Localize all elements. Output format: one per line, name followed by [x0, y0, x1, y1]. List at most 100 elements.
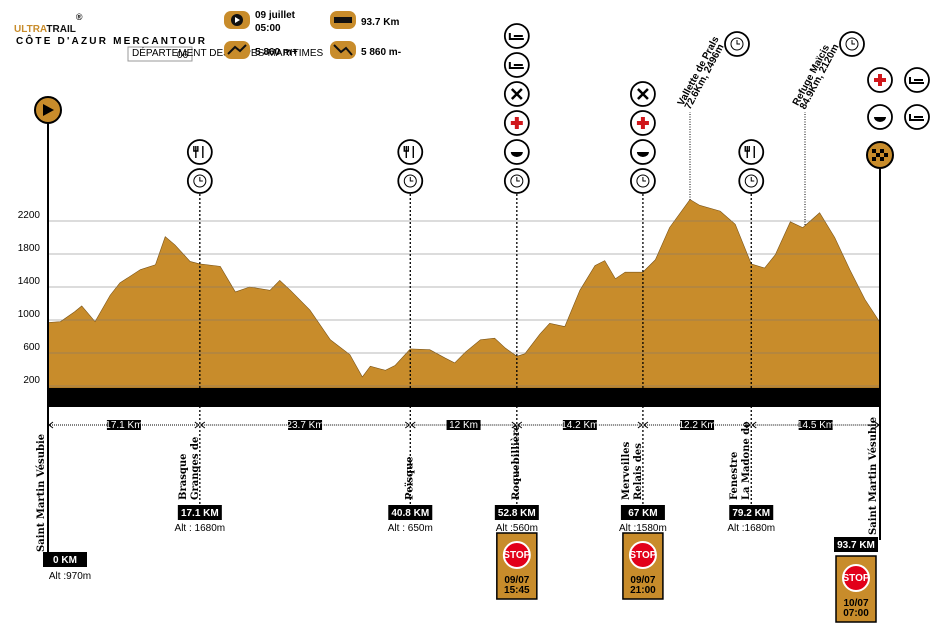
- stop-time: 09/07: [630, 575, 655, 586]
- logo-sub: CÔTE D'AZUR MERCANTOUR: [16, 34, 207, 47]
- medic-sym: [636, 117, 649, 129]
- service-icon: [738, 139, 765, 165]
- km-label: 79.2 KM: [732, 508, 770, 519]
- segment-box: [288, 420, 323, 430]
- segment-label: 17.1 Km: [105, 420, 142, 431]
- alt-label: Alt :560m: [496, 523, 538, 534]
- segment-arrows: [200, 421, 411, 429]
- segment-arrows: [643, 421, 752, 429]
- clock-face: [403, 174, 417, 188]
- clock-hand: [736, 40, 740, 45]
- food-sym: [744, 146, 755, 158]
- stop-time: 21:00: [630, 585, 656, 596]
- clock-face: [510, 174, 524, 188]
- dept-badge: [127, 46, 193, 62]
- y-tick-label: 1400: [18, 276, 41, 287]
- segment-label: 14.2 Km: [561, 420, 598, 431]
- station-name-line: Fenestre: [729, 452, 740, 500]
- alt-label: Alt :1580m: [619, 523, 667, 534]
- finish-check: [872, 149, 876, 153]
- rest-sym: [909, 77, 924, 84]
- soup-sym: [510, 152, 523, 157]
- alt-label: Alt : 650m: [388, 523, 433, 534]
- medic-sym: [510, 117, 523, 129]
- distance: 93.7 Km: [361, 17, 399, 28]
- station-name-line: Roquebillière: [511, 424, 522, 500]
- segment-box: [106, 420, 141, 430]
- segment-arrows: [410, 421, 517, 429]
- time: 05:00: [255, 23, 281, 34]
- rest-sym: [909, 114, 924, 121]
- alt-label: Alt :970m: [49, 571, 91, 582]
- dept-no: 06: [177, 50, 189, 61]
- date: 09 juillet: [255, 10, 296, 21]
- clock-face: [744, 174, 758, 188]
- service-icon: [397, 139, 424, 165]
- finish-check: [876, 153, 880, 157]
- station-name: Roquebillière: [511, 424, 522, 500]
- segment-label: 14.5 Km: [797, 420, 834, 431]
- annotation: Refuge Maïcis84.9Km, 2120m: [791, 39, 842, 112]
- info-icons: [224, 11, 356, 59]
- station-name-line: Saint Martin Vésubie: [36, 434, 47, 552]
- rest-sym: [508, 62, 524, 69]
- annotation: Vallette de Prals72.6Km, 2496m: [676, 34, 729, 111]
- km-box: [729, 505, 774, 520]
- km-label: 17.1 KM: [181, 508, 219, 519]
- loss: 5 860 m-: [361, 47, 401, 58]
- segment-arrows: [48, 421, 200, 429]
- y-tick-label: 1000: [18, 309, 41, 320]
- station-name: Saint Martin Vésubie: [36, 434, 47, 552]
- food-sym: [403, 146, 414, 158]
- finish-check: [884, 153, 888, 157]
- clock-hand: [409, 177, 414, 182]
- station-name-line: Merveilles: [621, 441, 632, 500]
- station-name: Granges deBrasque: [178, 437, 201, 500]
- km-box: [388, 505, 433, 520]
- logo: ULTRATRAIL®: [14, 12, 83, 35]
- station-name: Relais desMerveilles: [621, 441, 644, 500]
- clock-face: [636, 174, 650, 188]
- medic-sym: [874, 74, 886, 86]
- clock-face: [193, 174, 207, 188]
- y-tick-label: 2200: [18, 210, 41, 221]
- food-sym: [193, 146, 204, 158]
- station-name-line: Brasque: [178, 454, 189, 500]
- finish-check: [872, 157, 876, 161]
- segment-box: [798, 420, 833, 430]
- alt-label: Alt : 1680m: [175, 523, 226, 534]
- logo-mark: ®: [76, 12, 83, 22]
- service-icon: [186, 139, 213, 165]
- soup-sym: [874, 117, 886, 122]
- km-box: [834, 537, 878, 552]
- stop-text: STOP: [842, 573, 869, 584]
- stop-text: STOP: [503, 550, 530, 561]
- segment-label: 23.7 Km: [286, 420, 323, 431]
- y-tick-label: 200: [23, 375, 40, 386]
- rest-sym: [508, 33, 524, 40]
- y-tick-label: 600: [23, 342, 40, 353]
- km-label: 67 KM: [628, 508, 657, 519]
- segment-label: 12.2 Km: [678, 420, 715, 431]
- station-name: Saint Martin Vésubie: [868, 417, 879, 535]
- logo-b: TRAIL: [46, 24, 75, 35]
- km-label: 52.8 KM: [498, 508, 536, 519]
- segment-box: [446, 420, 481, 430]
- abandon-sym: [637, 88, 649, 100]
- km-box: [620, 505, 665, 520]
- clock-hand: [750, 177, 755, 182]
- soup-sym: [636, 152, 649, 157]
- station-name: Peïsque: [404, 456, 415, 500]
- segment-arrows: [751, 421, 880, 429]
- gain: 5 860 m+: [255, 47, 298, 58]
- clock-hand: [642, 177, 646, 182]
- finish-check: [880, 157, 884, 161]
- km-box: [43, 552, 87, 567]
- stop-text: STOP: [629, 550, 656, 561]
- station-name-line: Granges de: [190, 437, 201, 500]
- km-label: 93.7 KM: [837, 540, 875, 551]
- finish-check: [880, 149, 884, 153]
- start-play: [43, 104, 54, 116]
- stop-time: 09/07: [504, 575, 529, 586]
